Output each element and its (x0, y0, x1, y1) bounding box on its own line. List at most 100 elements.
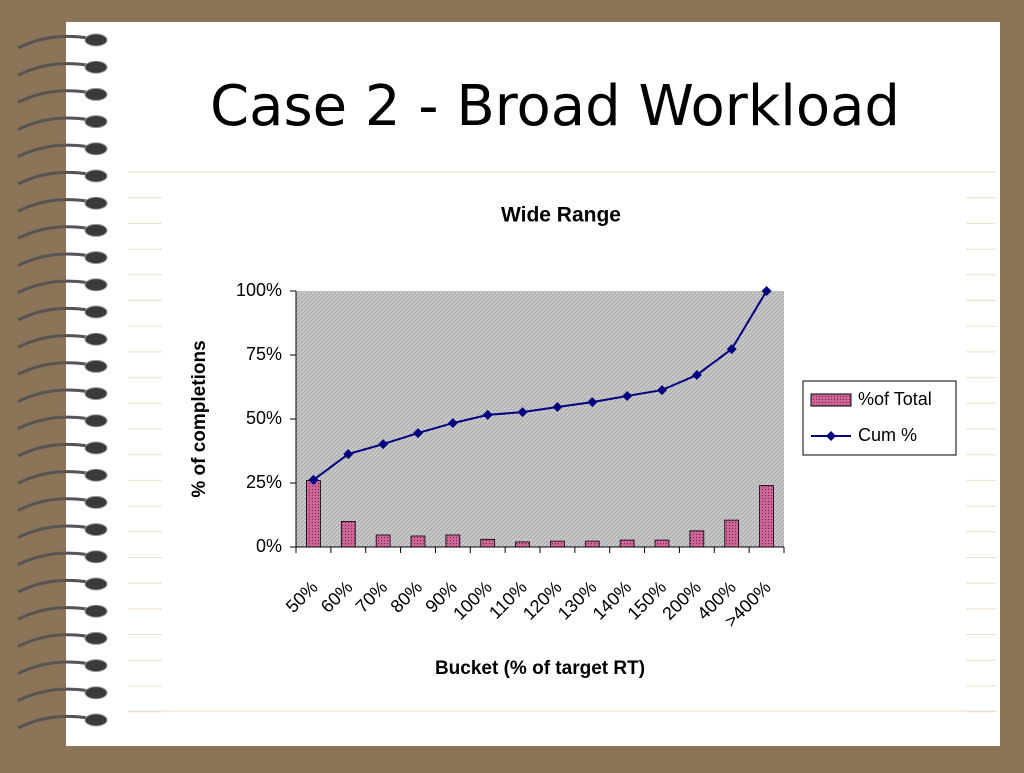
spiral-hole (84, 305, 108, 319)
spiral-wire (17, 442, 89, 458)
spiral-hole (84, 87, 108, 101)
bar (584, 540, 600, 548)
spiral-hole (84, 468, 108, 482)
spiral-wire (17, 89, 89, 104)
spiral-hole (84, 169, 108, 183)
x-axis-label: Bucket (% of target RT) (435, 658, 645, 679)
spiral-hole (84, 223, 108, 237)
spiral-wire (17, 306, 89, 322)
plot: 0%25%50%75%100%50%60%70%80%90%100%110%12… (236, 280, 932, 631)
chart-title: Wide Range (501, 204, 621, 227)
line-marker (482, 409, 493, 420)
bar (550, 540, 565, 548)
spiral-hole (84, 251, 108, 265)
line-marker (657, 385, 667, 396)
bar (480, 538, 496, 548)
spiral-hole (84, 33, 108, 47)
spiral-wire (17, 116, 89, 131)
bar (375, 534, 391, 548)
bar (619, 539, 635, 548)
legend-label: %of Total (858, 389, 932, 409)
spiral-wire (17, 279, 89, 295)
bar (654, 539, 670, 548)
spiral-wire (17, 687, 89, 703)
spiral-hole (84, 359, 108, 373)
line-marker (622, 390, 633, 401)
line-marker (343, 449, 354, 460)
spiral-hole (84, 550, 108, 564)
legend-swatch (810, 393, 852, 407)
spiral-hole (84, 659, 108, 673)
line-marker (378, 439, 389, 450)
spiral-hole (84, 142, 108, 156)
spiral-wire (17, 470, 89, 485)
line-marker (691, 369, 702, 380)
spiral-wire (17, 170, 89, 186)
spiral-hole (84, 441, 108, 455)
line-marker (447, 418, 458, 429)
decoration (17, 33, 996, 730)
spiral-hole (84, 387, 108, 401)
spiral-hole (84, 686, 108, 700)
y-tick-label: 50% (246, 408, 282, 428)
spiral-wire (17, 252, 89, 267)
line (312, 290, 768, 481)
bar (689, 530, 705, 548)
slide-title: Case 2 - Broad Workload (210, 74, 900, 139)
bar (515, 541, 530, 548)
y-axis-label: % of completions (189, 340, 210, 497)
legend-marker (826, 431, 836, 441)
bar (724, 519, 740, 548)
spiral-wire (17, 551, 89, 567)
spiral-wire (17, 388, 89, 403)
spiral-wire (17, 143, 89, 159)
line-marker (517, 407, 528, 418)
legend-label: Cum % (858, 425, 917, 445)
spiral-wire (17, 578, 89, 594)
spiral-hole (84, 495, 108, 509)
legend (802, 380, 957, 456)
spiral-wire (17, 34, 89, 50)
spiral-wire (17, 497, 89, 512)
y-tick-label: 25% (246, 472, 282, 492)
spiral-hole (84, 278, 108, 292)
spiral-wire (17, 334, 89, 349)
spiral-hole (84, 332, 108, 346)
spiral-wire (17, 62, 89, 77)
spiral-hole (84, 196, 108, 210)
spiral-wire (17, 225, 89, 240)
plot-area (296, 291, 784, 547)
spiral-hole (84, 713, 108, 727)
spiral-hole (84, 115, 108, 129)
y-tick-label: 75% (246, 344, 282, 364)
spiral-wire (17, 633, 89, 648)
bar (306, 480, 321, 548)
spiral-wire (17, 606, 89, 621)
spiral-wire (17, 361, 89, 376)
line-marker (552, 401, 563, 412)
line-marker (413, 428, 423, 439)
spiral-hole (84, 414, 108, 428)
spiral-wire (17, 524, 89, 539)
bar (445, 534, 461, 548)
line-marker (761, 286, 772, 296)
spiral-hole (84, 631, 108, 645)
line-marker (587, 397, 598, 408)
line-marker (726, 344, 737, 355)
y-tick-label: 0% (256, 536, 282, 556)
spiral-hole (84, 604, 108, 618)
spiral-hole (84, 577, 108, 591)
spiral-wire (17, 198, 89, 213)
line-marker (308, 474, 319, 485)
spiral-wire (17, 714, 89, 730)
y-tick-label: 100% (236, 280, 282, 300)
bar (340, 521, 356, 548)
spiral-hole (84, 523, 108, 537)
spiral-hole (84, 60, 108, 74)
bar (410, 535, 426, 548)
spiral-wire (17, 660, 89, 675)
bar (759, 485, 774, 548)
spiral-wire (17, 415, 89, 431)
